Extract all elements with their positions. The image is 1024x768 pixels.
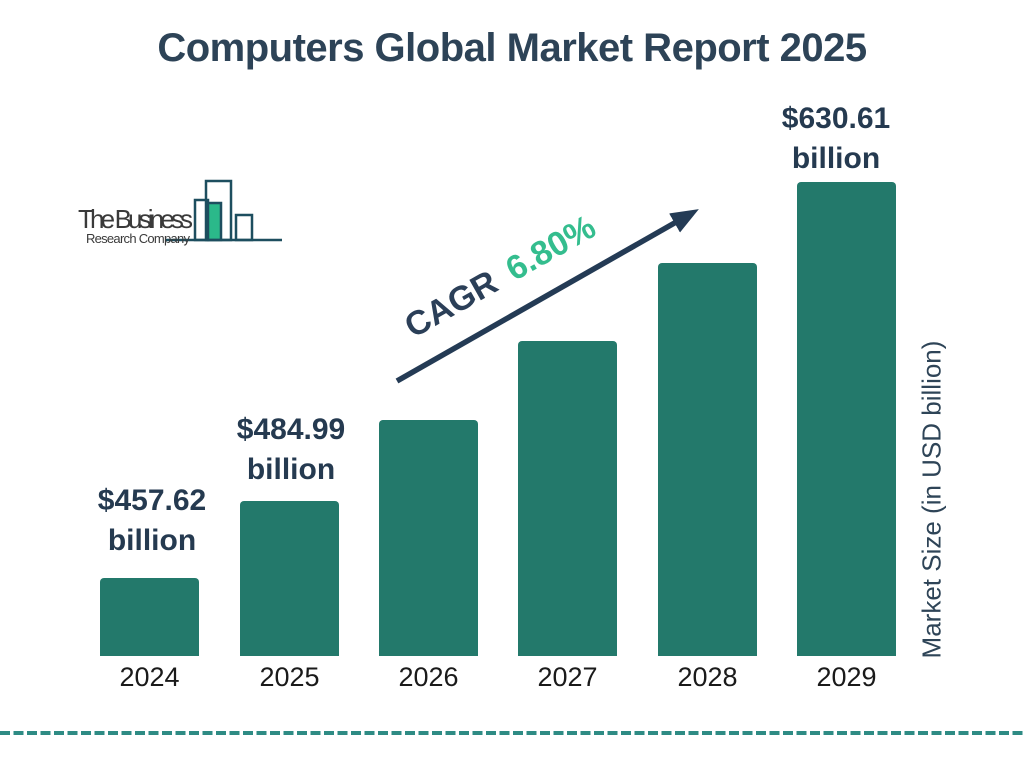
value-label-2024: $457.62 billion bbox=[98, 481, 206, 561]
bar-2024 bbox=[100, 578, 199, 656]
logo-green-bar bbox=[206, 201, 223, 242]
value-amount: $457.62 bbox=[97, 484, 207, 517]
logo-bars-icon bbox=[165, 179, 282, 242]
value-unit: billion bbox=[107, 524, 197, 557]
value-amount: $630.61 bbox=[781, 102, 891, 135]
x-axis-label-2025: 2025 bbox=[259, 662, 320, 692]
x-axis-label-2026: 2026 bbox=[398, 662, 459, 692]
logo-graphic: The Business Research Company bbox=[78, 179, 282, 246]
cagr-label: CAGR bbox=[398, 263, 505, 346]
x-axis-label-2028: 2028 bbox=[677, 662, 738, 692]
page-title: Computers Global Market Report 2025 bbox=[157, 26, 867, 70]
value-amount: $484.99 bbox=[236, 413, 346, 446]
logo-text-secondary: Research Company bbox=[86, 231, 191, 246]
dashed-divider bbox=[0, 731, 1024, 735]
cagr-annotation: CAGR6.80% bbox=[398, 208, 602, 347]
value-label-2029: $630.61 billion bbox=[782, 99, 890, 179]
value-label-2025: $484.99 billion bbox=[237, 410, 345, 490]
cagr-value: 6.80% bbox=[499, 207, 603, 289]
logo-text-primary: The Business bbox=[78, 204, 193, 234]
value-unit: billion bbox=[791, 142, 881, 175]
bar-2026 bbox=[379, 420, 478, 656]
y-axis-title: Market Size (in USD billion) bbox=[916, 340, 947, 659]
company-logo: The Business Research Company bbox=[78, 176, 288, 248]
bar-2028 bbox=[658, 263, 757, 656]
x-axis-label-2024: 2024 bbox=[119, 662, 180, 692]
bar-2025 bbox=[240, 501, 339, 656]
x-axis-label-2029: 2029 bbox=[816, 662, 877, 692]
logo-small-bar bbox=[234, 213, 254, 242]
x-axis-label-2027: 2027 bbox=[537, 662, 598, 692]
value-unit: billion bbox=[246, 453, 336, 486]
bar-2027 bbox=[518, 341, 617, 656]
bar-2029 bbox=[797, 182, 896, 656]
